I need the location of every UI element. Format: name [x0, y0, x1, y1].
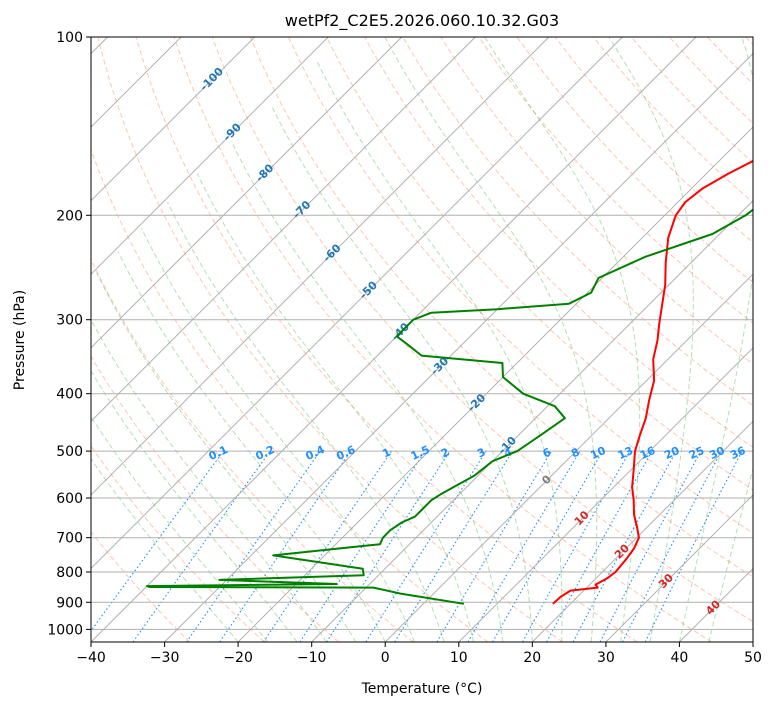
mixing-ratio-line: [644, 450, 743, 642]
x-axis-ticks: −40 −30 −20 −10 0 10 20 30 40 50: [76, 642, 762, 666]
isotherm-line: [91, 37, 329, 275]
dry-adiabats: [91, 37, 753, 642]
dry-adiabat-line: [516, 37, 753, 284]
isotherm-line: [384, 273, 753, 642]
dry-adiabat-line: [326, 37, 753, 491]
mixing-ratio-label: 36: [728, 444, 748, 462]
moist-adiabat-line: [384, 37, 598, 642]
y-tick-label: 100: [56, 30, 83, 46]
isotherm-line: [91, 37, 697, 642]
dry-adiabat-line: [91, 531, 191, 642]
isotherm-line: [91, 37, 550, 496]
x-axis-label: Temperature (°C): [361, 681, 483, 697]
moist-adiabat-line: [96, 272, 357, 642]
dewpoint-line: [145, 208, 753, 605]
y-tick-label: 900: [56, 595, 83, 611]
chart-title: wetPf2_C2E5.2026.060.10.32.G03: [285, 11, 559, 31]
y-tick-label: 700: [56, 531, 83, 547]
x-tick-label: 30: [597, 650, 615, 666]
dry-adiabat-line: [402, 37, 753, 407]
dry-adiabat-line: [211, 37, 753, 623]
mixing-ratio-line: [219, 450, 352, 642]
sounding-series: [145, 159, 753, 605]
x-tick-label: 20: [523, 650, 541, 666]
isotherm-line: [237, 126, 753, 642]
mixing-ratio-line: [326, 450, 451, 642]
mixing-ratio-line: [522, 450, 631, 642]
y-tick-label: 500: [56, 444, 83, 460]
isotherm-line: [605, 494, 753, 642]
y-axis-label: Pressure (hPa): [12, 290, 28, 390]
isotherm-line: [91, 37, 256, 202]
moist-adiabat-line: [91, 457, 239, 642]
isotherm-lines: [91, 37, 753, 642]
dry-adiabat-line: [97, 37, 563, 642]
y-tick-label: 600: [56, 491, 83, 507]
mixing-ratio-line: [299, 450, 426, 642]
isotherm-line: [531, 420, 753, 642]
mixing-ratio-line: [572, 450, 677, 642]
x-tick-label: 10: [450, 650, 468, 666]
moist-adiabat-line: [484, 37, 641, 642]
mixing-ratio-label: 20: [662, 444, 682, 462]
isotherm-line: [91, 37, 476, 423]
isotherm-line: [458, 347, 753, 642]
isotherm-line: [164, 52, 753, 642]
y-tick-label: 200: [56, 208, 83, 224]
mixing-ratio-line: [186, 450, 321, 642]
moist-adiabat-line: [270, 104, 533, 642]
moist-adiabat-line: [117, 251, 386, 642]
dry-adiabat-line: [135, 37, 638, 642]
dry-adiabat-line: [91, 148, 489, 642]
x-tick-label: −40: [76, 650, 106, 666]
x-tick-label: 40: [670, 650, 688, 666]
isotherm-line: [311, 199, 753, 642]
mixing-ratio-line: [394, 450, 514, 642]
plot-area: -100-90-80-70-60-50-40-30-20-10010203040…: [91, 37, 753, 642]
moist-adiabat-line: [316, 61, 563, 642]
moist-adiabat-line: [167, 201, 445, 642]
mixing-ratio-label: 13: [616, 444, 635, 462]
dry-adiabat-line: [91, 355, 340, 642]
temperature-line: [552, 159, 753, 605]
y-axis-ticks: 100 200 300 400 500 600 700 800 900 1000: [47, 30, 91, 638]
mixing-ratio-label: 30: [707, 444, 727, 462]
mixing-ratio-label: 16: [638, 444, 658, 462]
isotherm-line: [91, 37, 403, 349]
dry-adiabat-line: [249, 37, 753, 578]
pressure-gridlines: [91, 37, 753, 630]
dry-adiabat-line: [478, 37, 753, 324]
mixing-ratio-label: 25: [687, 444, 706, 462]
mixing-ratio-line: [546, 450, 653, 642]
x-tick-label: −30: [150, 650, 180, 666]
isotherm-line: [91, 37, 623, 570]
y-tick-label: 1000: [47, 622, 83, 638]
mixing-ratio-line: [263, 450, 392, 642]
x-tick-label: 50: [744, 650, 762, 666]
mixing-ratio-lines: [91, 450, 743, 642]
moist-adiabat-line: [140, 227, 416, 642]
y-tick-label: 400: [56, 387, 83, 403]
dry-adiabat-line: [91, 445, 265, 642]
plot-frame: [90, 36, 754, 643]
mixing-ratio-line: [91, 450, 224, 632]
x-tick-label: −10: [297, 650, 327, 666]
x-tick-label: 0: [381, 650, 390, 666]
moist-adiabat-line: [678, 37, 753, 642]
moist-adiabat-line: [708, 467, 753, 642]
mixing-ratio-label: 10: [588, 444, 608, 462]
moist-adiabat-line: [91, 415, 268, 642]
y-tick-label: 800: [56, 565, 83, 581]
mixing-ratio-line: [132, 450, 271, 642]
moist-adiabats: [91, 37, 753, 642]
x-tick-label: −20: [223, 650, 253, 666]
moist-adiabat-line: [608, 37, 694, 642]
y-tick-label: 300: [56, 313, 83, 329]
